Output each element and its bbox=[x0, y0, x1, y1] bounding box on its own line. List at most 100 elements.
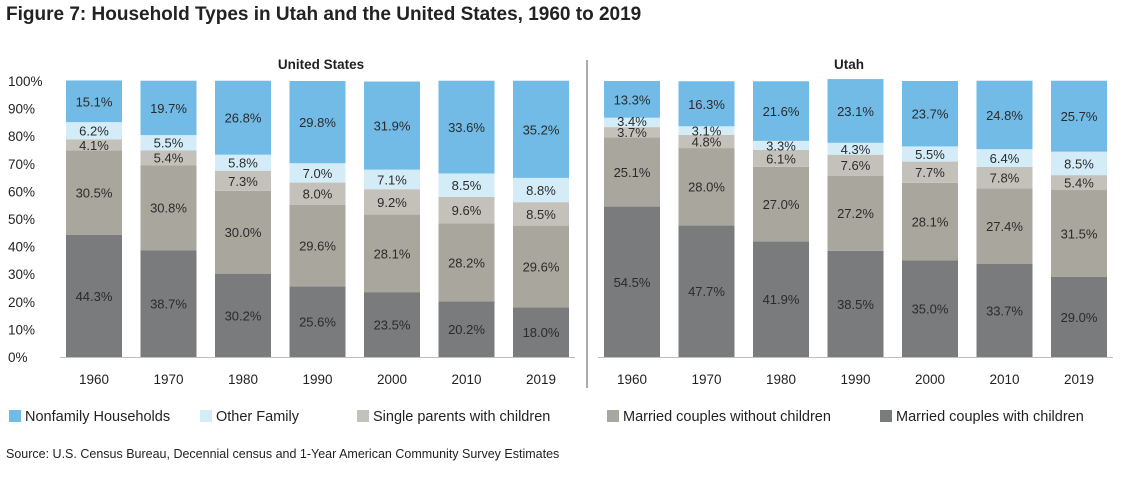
bar-segment-single-parents-with-children bbox=[513, 202, 569, 226]
source-note: Source: U.S. Census Bureau, Decennial ce… bbox=[6, 447, 560, 461]
bar-segment-nonfamily-households bbox=[1051, 80, 1107, 152]
bar-segment-married-couples-without-children bbox=[215, 190, 271, 274]
data-label: 7.1% bbox=[377, 172, 407, 187]
bar-segment-married-couples-with-children bbox=[827, 250, 884, 357]
bar-segment-other-family bbox=[753, 140, 809, 150]
bar-segment-nonfamily-households bbox=[215, 80, 271, 155]
data-label: 28.1% bbox=[912, 215, 949, 230]
data-label: 21.6% bbox=[763, 104, 800, 119]
data-label: 3.4% bbox=[617, 114, 647, 129]
data-label: 18.0% bbox=[523, 325, 560, 340]
data-label: 7.3% bbox=[228, 174, 258, 189]
bar-segment-single-parents-with-children bbox=[140, 150, 197, 166]
legend-swatch-married-couples-without-children bbox=[607, 410, 619, 422]
bar-segment-other-family bbox=[364, 169, 420, 190]
data-label: 23.1% bbox=[837, 104, 874, 119]
bar-segment-married-couples-with-children bbox=[678, 225, 735, 357]
bar-segment-nonfamily-households bbox=[604, 81, 660, 118]
data-label: 3.1% bbox=[692, 123, 722, 138]
data-label: 24.8% bbox=[986, 108, 1023, 123]
bar-segment-single-parents-with-children bbox=[289, 182, 346, 205]
legend-swatch-single-parents-with-children bbox=[357, 410, 369, 422]
data-label: 47.7% bbox=[688, 284, 725, 299]
bar-segment-nonfamily-households bbox=[976, 80, 1033, 150]
data-label: 30.2% bbox=[225, 308, 262, 323]
bar-segment-nonfamily-households bbox=[678, 81, 735, 127]
panel-title-united-states: United States bbox=[278, 57, 364, 72]
data-label: 25.6% bbox=[299, 315, 336, 330]
data-label: 8.0% bbox=[303, 187, 333, 202]
bar-segment-other-family bbox=[1051, 151, 1107, 176]
data-label: 5.5% bbox=[915, 147, 945, 162]
bar-segment-single-parents-with-children bbox=[678, 134, 735, 149]
bar-segment-married-couples-with-children bbox=[1051, 276, 1107, 357]
x-tick-label: 2010 bbox=[989, 372, 1019, 387]
data-label: 4.3% bbox=[841, 142, 871, 157]
data-label: 29.6% bbox=[523, 259, 560, 274]
data-label: 26.8% bbox=[225, 111, 262, 126]
chart-title: Figure 7: Household Types in Utah and th… bbox=[6, 4, 642, 25]
data-label: 27.0% bbox=[763, 197, 800, 212]
bar-segment-other-family bbox=[66, 122, 122, 140]
data-label: 8.8% bbox=[526, 183, 556, 198]
bar-segment-married-couples-without-children bbox=[902, 182, 958, 261]
y-tick-label: 30% bbox=[8, 267, 35, 282]
bar-segment-single-parents-with-children bbox=[215, 170, 271, 191]
bar-segment-married-couples-with-children bbox=[513, 307, 569, 357]
y-tick-label: 50% bbox=[8, 212, 35, 227]
data-label: 30.0% bbox=[225, 225, 262, 240]
y-tick-label: 70% bbox=[8, 157, 35, 172]
data-label: 29.0% bbox=[1061, 310, 1098, 325]
data-label: 31.9% bbox=[374, 119, 411, 134]
bar-segment-married-couples-without-children bbox=[289, 204, 346, 287]
data-label: 20.2% bbox=[448, 322, 485, 337]
data-label: 8.5% bbox=[1064, 156, 1094, 171]
bar-segment-married-couples-without-children bbox=[66, 150, 122, 235]
bar-segment-nonfamily-households bbox=[438, 80, 495, 174]
bar-segment-nonfamily-households bbox=[364, 81, 420, 170]
bar-segment-married-couples-without-children bbox=[140, 165, 197, 251]
x-tick-label: 1960 bbox=[617, 372, 647, 387]
data-label: 29.6% bbox=[299, 238, 336, 253]
y-tick-label: 100% bbox=[8, 74, 43, 89]
data-label: 31.5% bbox=[1061, 226, 1098, 241]
y-tick-label: 40% bbox=[8, 240, 35, 255]
panel-title-utah: Utah bbox=[834, 57, 864, 72]
data-label: 38.7% bbox=[150, 297, 187, 312]
legend-swatch-nonfamily-households bbox=[9, 410, 21, 422]
data-label: 44.3% bbox=[76, 289, 113, 304]
data-label: 35.2% bbox=[523, 122, 560, 137]
data-label: 3.7% bbox=[617, 125, 647, 140]
bar-segment-single-parents-with-children bbox=[753, 150, 809, 167]
bar-segment-married-couples-without-children bbox=[438, 223, 495, 302]
y-tick-label: 60% bbox=[8, 184, 35, 199]
data-label: 30.8% bbox=[150, 201, 187, 216]
bar-segment-nonfamily-households bbox=[289, 81, 346, 164]
y-tick-label: 20% bbox=[8, 295, 35, 310]
data-label: 5.4% bbox=[154, 151, 184, 166]
bar-segment-married-couples-without-children bbox=[364, 214, 420, 293]
data-label: 27.4% bbox=[986, 219, 1023, 234]
data-label: 7.6% bbox=[841, 158, 871, 173]
x-tick-label: 1970 bbox=[153, 372, 183, 387]
bar-segment-married-couples-with-children bbox=[604, 206, 660, 357]
bar-segment-single-parents-with-children bbox=[976, 166, 1033, 189]
bar-segment-other-family bbox=[438, 173, 495, 197]
bar-segment-other-family bbox=[215, 154, 271, 171]
x-tick-label: 2010 bbox=[451, 372, 481, 387]
x-tick-label: 2019 bbox=[1064, 372, 1094, 387]
bar-segment-single-parents-with-children bbox=[902, 161, 958, 183]
bar-segment-other-family bbox=[140, 135, 197, 151]
y-tick-label: 80% bbox=[8, 129, 35, 144]
y-tick-label: 10% bbox=[8, 322, 35, 337]
data-label: 23.7% bbox=[912, 107, 949, 122]
x-tick-label: 2000 bbox=[377, 372, 407, 387]
legend-label-other-family: Other Family bbox=[216, 409, 300, 425]
data-label: 30.5% bbox=[76, 186, 113, 201]
data-label: 16.3% bbox=[688, 97, 725, 112]
y-tick-label: 0% bbox=[8, 350, 28, 365]
legend-label-single-parents-with-children: Single parents with children bbox=[373, 409, 550, 425]
bar-segment-married-couples-with-children bbox=[215, 273, 271, 357]
x-tick-label: 1960 bbox=[79, 372, 109, 387]
bar-segment-married-couples-without-children bbox=[753, 166, 809, 242]
